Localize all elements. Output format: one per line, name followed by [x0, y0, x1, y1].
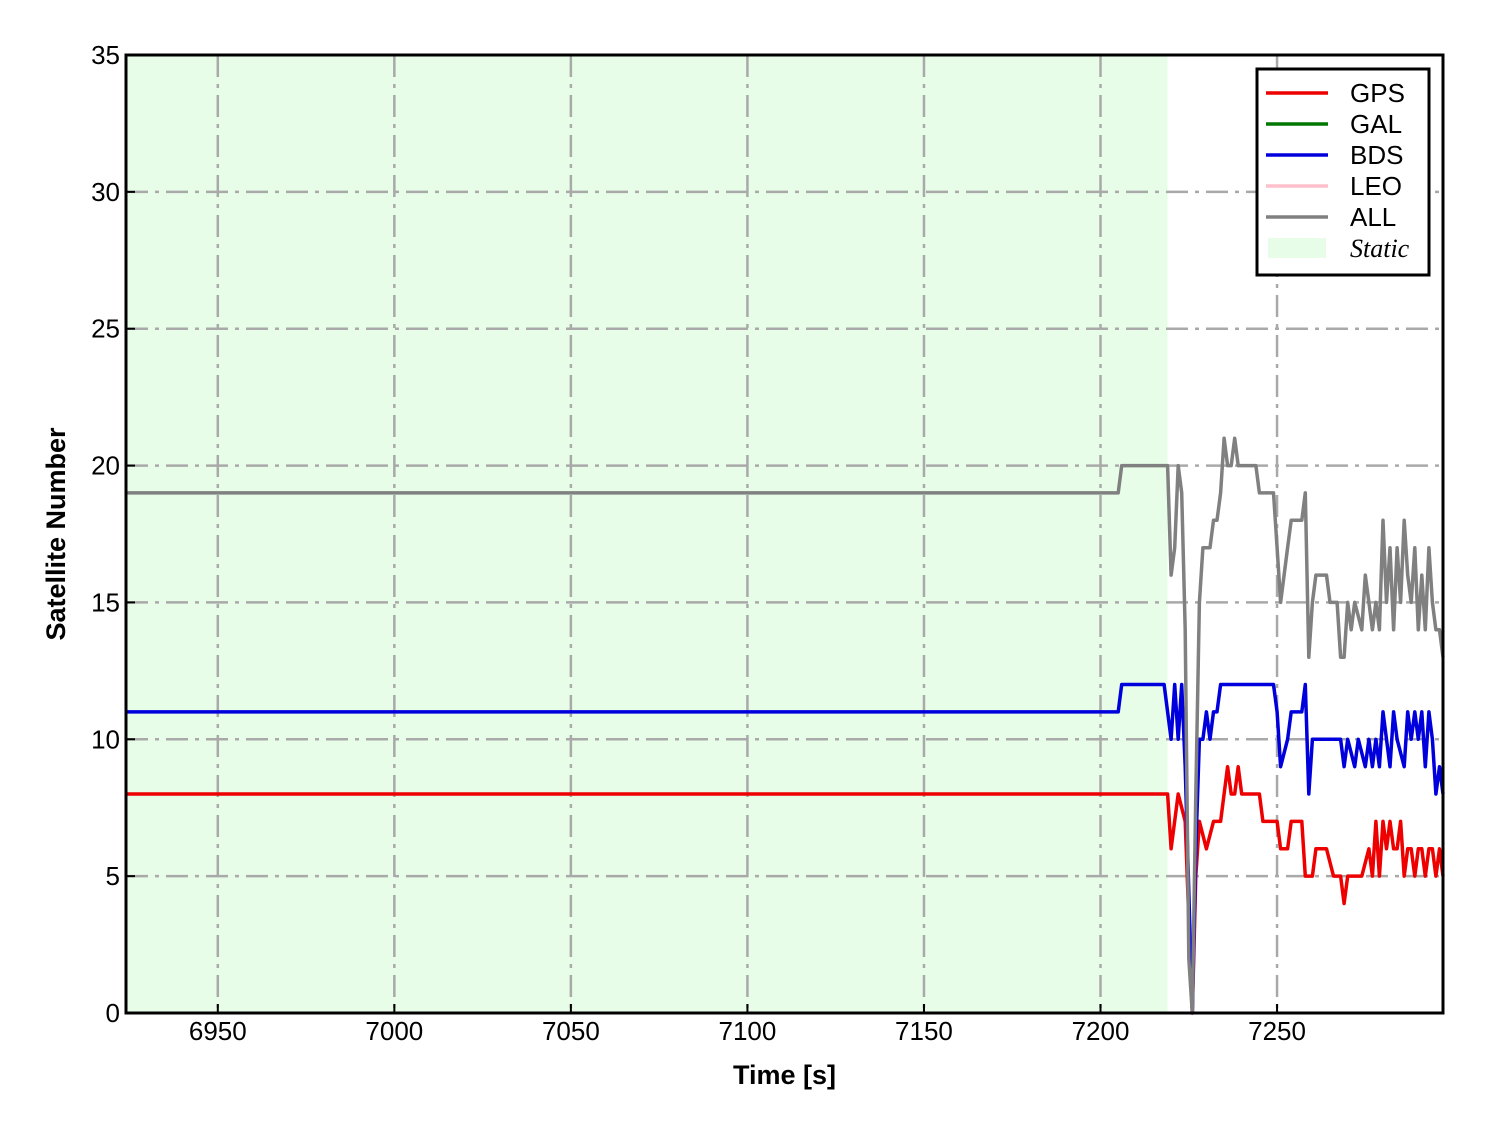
legend-label-gal: GAL	[1350, 109, 1402, 139]
x-tick-label: 7100	[719, 1016, 777, 1046]
y-tick-label: 30	[91, 177, 120, 207]
legend-label-static: Static	[1350, 234, 1410, 263]
legend-label-gps: GPS	[1350, 78, 1405, 108]
series-line-all	[126, 436, 1445, 1015]
plot-frame	[124, 53, 1445, 1015]
x-tick-label: 7150	[895, 1016, 953, 1046]
x-tick-label: 6950	[189, 1016, 247, 1046]
y-tick-label: 15	[91, 587, 120, 617]
series-layer	[126, 436, 1445, 1015]
legend-label-leo: LEO	[1350, 171, 1402, 201]
legend-label-all: ALL	[1350, 202, 1396, 232]
tick-layer: 6950 7000 7050 7100 7150 7200 7250 0 5 10 15 20 25 30…	[91, 40, 1306, 1046]
x-axis-title: Time [s]	[733, 1060, 836, 1090]
y-tick-label: 35	[91, 40, 120, 70]
legend-label-bds: BDS	[1350, 140, 1403, 170]
y-tick-label: 5	[106, 861, 120, 891]
y-tick-label: 20	[91, 451, 120, 481]
grid-layer	[126, 55, 1443, 1013]
y-tick-label: 10	[91, 724, 120, 754]
static-shaded-region	[126, 55, 1168, 1013]
legend-swatch-static	[1268, 238, 1326, 258]
series-line-gps	[126, 764, 1445, 1015]
y-tick-label: 0	[106, 998, 120, 1028]
x-tick-label: 7250	[1248, 1016, 1306, 1046]
y-axis-title: Satellite Number	[41, 427, 71, 641]
x-tick-label: 7050	[542, 1016, 600, 1046]
x-tick-label: 7000	[365, 1016, 423, 1046]
y-tick-label: 25	[91, 314, 120, 344]
static-region-layer	[126, 55, 1168, 1013]
x-tick-label: 7200	[1072, 1016, 1130, 1046]
